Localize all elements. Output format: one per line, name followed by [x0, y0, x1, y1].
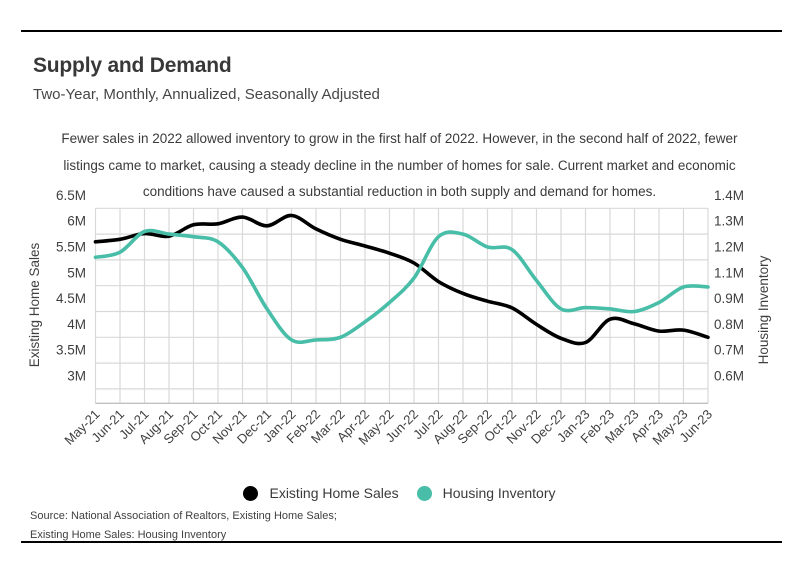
source-note: Source: National Association of Realtors… [30, 507, 337, 545]
left-axis-tick-label: 4M [67, 317, 86, 332]
right-axis-tick-label: 0.6M [714, 369, 744, 384]
legend-item-existing-home-sales: Existing Home Sales [243, 485, 399, 501]
right-axis-tick-label: 1.2M [714, 240, 744, 255]
left-axis-tick-label: 5M [67, 265, 86, 280]
legend-dot-teal [416, 485, 432, 501]
left-axis-tick-label: 3M [67, 369, 86, 384]
right-axis-tick-label: 1.3M [714, 214, 744, 229]
description-line: conditions have caused a substantial red… [142, 184, 657, 199]
right-axis-tick-label: 0.7M [714, 343, 744, 358]
description-line: listings came to market, causing a stead… [63, 157, 736, 173]
left-axis-tick-labels: 6.5M 6M 5.5M 5M 4.5M 4M 3.5M 3M [56, 188, 86, 384]
left-axis-tick-label: 3.5M [56, 343, 86, 358]
page-title: Supply and Demand [33, 54, 232, 77]
left-axis-title: Existing Home Sales [27, 242, 42, 367]
left-axis-tick-label: 6.5M [56, 188, 86, 203]
right-axis-tick-label: 1.4M [714, 188, 744, 203]
right-axis-tick-labels: 1.4M 1.3M 1.2M 1.1M 0.9M 0.8M 0.7M 0.6M [714, 188, 744, 384]
legend-item-housing-inventory: Housing Inventory [416, 485, 556, 501]
right-axis-tick-label: 0.9M [714, 291, 744, 306]
legend-label: Housing Inventory [442, 485, 556, 501]
chart-description: Fewer sales in 2022 allowed inventory to… [0, 126, 799, 206]
legend-label: Existing Home Sales [269, 485, 399, 501]
left-axis-tick-label: 6M [67, 214, 86, 229]
source-line-1: Source: National Association of Realtors… [30, 510, 337, 522]
page-subtitle: Two-Year, Monthly, Annualized, Seasonall… [33, 86, 380, 103]
series-line-existing-home-sales [93, 213, 710, 346]
source-line-2: Existing Home Sales: Housing Inventory [30, 529, 227, 541]
description-line: Fewer sales in 2022 allowed inventory to… [61, 131, 738, 146]
series-line-housing-inventory [93, 228, 710, 345]
legend-dot-black [243, 485, 259, 501]
gridlines [94, 207, 709, 404]
right-axis-tick-label: 0.8M [714, 317, 744, 332]
left-axis-tick-label: 4.5M [56, 291, 86, 306]
right-axis-tick-label: 1.1M [714, 265, 744, 280]
top-divider-rule [21, 30, 782, 32]
bottom-divider-rule [21, 541, 782, 543]
right-axis-title: Housing Inventory [756, 255, 771, 364]
x-axis-month-labels: May-21Jun-21Jul-21Aug-21Sep-21Oct-21Nov-… [61, 407, 715, 448]
chart-legend: Existing Home Sales Housing Inventory [0, 485, 799, 501]
left-axis-tick-label: 5.5M [56, 240, 86, 255]
